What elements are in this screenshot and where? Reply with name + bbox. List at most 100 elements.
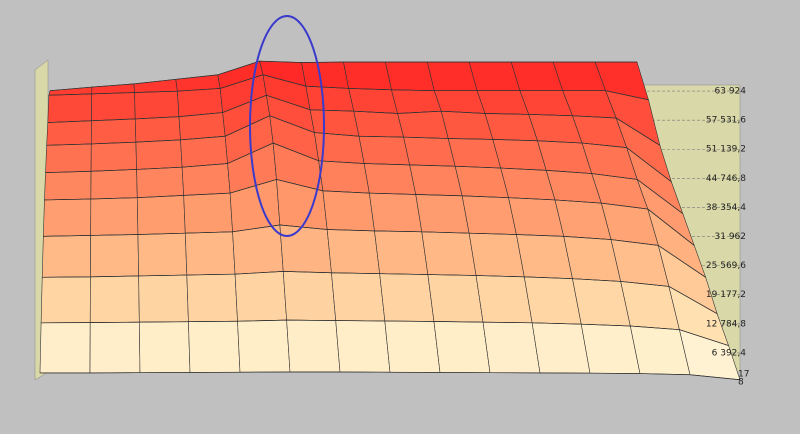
surface-patch [433, 90, 486, 114]
surface-patch [331, 272, 386, 322]
surface-patch [482, 321, 541, 374]
z-tick-label: 6 392,4 [712, 348, 747, 358]
surface-patch [139, 321, 191, 373]
surface-patch [89, 321, 141, 374]
surface-patch [531, 322, 591, 374]
surface-patch [188, 320, 241, 373]
surface-patch [138, 274, 189, 323]
surface-patch [523, 276, 582, 325]
surface-patch [136, 195, 186, 235]
surface-patch [348, 88, 398, 114]
surface-patch [322, 190, 375, 232]
surface-patch [39, 322, 91, 374]
surface-patch [181, 163, 231, 196]
surface-patch [184, 231, 236, 276]
surface-patch [305, 85, 355, 112]
surface-patch [440, 110, 494, 140]
surface-patch [468, 232, 525, 278]
surface-patch [89, 275, 140, 323]
surface-patch [335, 320, 391, 373]
surface-patch [461, 195, 517, 235]
surface-row-line [40, 371, 741, 381]
surface-patch [137, 232, 188, 277]
surface-patch [90, 141, 137, 172]
surface-patch [454, 165, 509, 198]
surface-row-line [48, 74, 649, 101]
z-tick-label: 19 177,2 [706, 290, 746, 300]
surface-row-line [46, 115, 672, 183]
surface-patch [90, 169, 138, 200]
surface-patch [41, 235, 91, 278]
surface-patch [40, 276, 91, 324]
surface-patch [47, 93, 93, 123]
surface-patch [135, 139, 183, 170]
surface-patch [186, 273, 238, 322]
surface-patch [433, 321, 491, 373]
surface-patch [427, 274, 484, 323]
surface-patch [363, 163, 417, 195]
surface-patch [282, 271, 337, 321]
surface-patch [343, 61, 392, 91]
z-tick-label: 63 924 [715, 87, 747, 97]
surface-row-line [42, 271, 718, 315]
surface-patch [180, 135, 228, 168]
surface-patch [397, 110, 449, 139]
surface-row-line [47, 94, 661, 146]
surface-row-line [45, 142, 683, 214]
surface-patch [286, 319, 341, 373]
surface-patch [516, 234, 573, 279]
surface-patch [90, 197, 139, 236]
surface-row-line [49, 60, 637, 92]
surface-patch [374, 230, 429, 275]
surface-patch [46, 120, 92, 146]
z-tick-label: 25 569,6 [706, 261, 746, 271]
z-tick-label: 31 962 [715, 232, 747, 242]
surface-patch [508, 197, 565, 237]
surface-patch [309, 109, 360, 137]
surface-patch [234, 271, 287, 322]
surface-patch [90, 234, 139, 278]
surface-patch [447, 138, 502, 169]
surface-patch [403, 136, 456, 167]
z-tick-label: 12 784,8 [706, 319, 746, 329]
surface-patch [415, 194, 470, 234]
surface-patch [426, 61, 478, 92]
surface-patch [368, 192, 423, 233]
surface-patch [301, 61, 350, 89]
surface-patch [421, 231, 477, 276]
surface-patch [279, 224, 332, 274]
corner-label: 17 [738, 370, 749, 380]
surface-patch [134, 116, 181, 143]
surface-patch [45, 143, 92, 173]
surface-patch [379, 273, 435, 322]
surface-patch [391, 89, 442, 114]
surface-patch [44, 170, 92, 201]
corner-label: 8 [738, 378, 744, 388]
surface-row-line [44, 179, 695, 246]
z-tick-label: 38 354,4 [706, 203, 746, 213]
surface-patch [43, 198, 92, 237]
surface-patch [177, 88, 223, 117]
z-tick-label: 57 531,6 [706, 116, 746, 126]
surface-patch [475, 275, 533, 324]
surface-patch [136, 166, 184, 198]
surface-patch [91, 92, 136, 122]
z-tick-label: 51 139,2 [706, 145, 746, 155]
surface-patch [326, 229, 381, 274]
surface-patch [183, 192, 233, 234]
surface-patch [134, 90, 180, 120]
surface [39, 60, 741, 381]
surface-patch [409, 164, 463, 197]
surface-patch [90, 118, 137, 145]
surface-patch [358, 135, 411, 166]
surface-patch [353, 110, 405, 138]
z-tick-label: 44 746,8 [706, 174, 746, 184]
surface-patch [385, 61, 435, 92]
surface-patch [384, 320, 441, 373]
surface-row-line [43, 224, 706, 278]
surface-patch [178, 112, 226, 141]
surface-patch [237, 319, 291, 373]
surface-patch [318, 160, 370, 194]
